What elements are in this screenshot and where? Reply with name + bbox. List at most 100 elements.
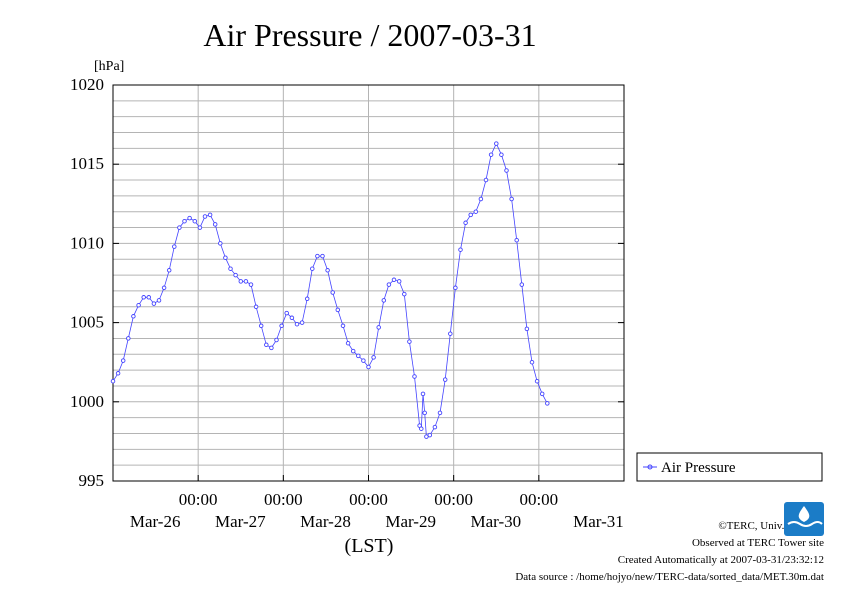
data-point <box>391 277 397 283</box>
terc-logo <box>784 502 824 536</box>
series-air-pressure <box>110 141 550 439</box>
data-point <box>442 377 448 382</box>
data-point <box>345 340 351 346</box>
data-point <box>299 320 305 325</box>
x-tick-time-label: 00:00 <box>264 490 303 509</box>
y-axis-unit-label: [hPa] <box>94 59 124 74</box>
data-point <box>494 141 499 146</box>
data-point <box>545 401 550 406</box>
data-point <box>115 371 121 376</box>
data-point <box>218 241 223 246</box>
x-tick-date-label: Mar-29 <box>385 512 436 531</box>
data-point <box>519 282 525 287</box>
data-point <box>136 302 141 308</box>
data-point <box>478 196 484 202</box>
series-line <box>112 142 548 438</box>
data-point <box>248 282 254 287</box>
data-point <box>177 225 182 230</box>
data-point <box>534 378 540 384</box>
data-point <box>182 218 187 224</box>
data-point <box>310 266 315 271</box>
data-point <box>289 315 295 321</box>
legend-label-air-pressure: Air Pressure <box>661 460 736 476</box>
grid <box>113 85 624 481</box>
data-point <box>386 282 392 287</box>
data-point <box>402 291 407 297</box>
data-point <box>427 432 433 438</box>
data-point <box>381 298 387 303</box>
data-point <box>156 298 162 303</box>
data-point <box>529 359 535 365</box>
data-point <box>504 168 509 173</box>
data-point <box>356 353 361 359</box>
data-point <box>420 391 426 397</box>
x-tick-date-label: Mar-27 <box>215 512 266 531</box>
data-point <box>212 222 218 227</box>
data-point <box>120 358 126 363</box>
y-tick-label: 1020 <box>70 75 104 94</box>
data-point <box>432 424 438 430</box>
x-axis-label: (LST) <box>345 535 394 557</box>
data-point <box>274 337 279 343</box>
data-point <box>396 279 402 284</box>
data-point <box>110 378 116 384</box>
data-point <box>151 301 157 306</box>
data-point <box>350 348 356 354</box>
y-tick-label: 995 <box>79 471 105 490</box>
x-tick-time-label: 00:00 <box>434 490 473 509</box>
data-point <box>361 358 366 363</box>
data-point <box>340 323 346 329</box>
data-point <box>422 410 427 416</box>
data-point <box>228 266 233 271</box>
data-point <box>202 214 208 219</box>
data-point <box>304 296 310 302</box>
data-point <box>488 152 494 157</box>
data-point <box>233 272 238 278</box>
chart-title: Air Pressure / 2007-03-31 <box>203 17 536 53</box>
y-tick-label: 1015 <box>70 154 104 173</box>
data-point <box>207 212 213 218</box>
data-point <box>243 279 249 284</box>
data-point <box>539 391 545 397</box>
data-point <box>376 325 381 330</box>
data-point <box>371 355 376 360</box>
x-tick-time-label: 00:00 <box>349 490 388 509</box>
data-point <box>524 326 530 332</box>
data-point <box>161 285 167 291</box>
data-point <box>131 314 136 319</box>
data-point <box>499 152 504 157</box>
data-point <box>483 177 489 183</box>
data-point <box>448 331 453 336</box>
data-point <box>468 212 473 218</box>
data-point <box>509 196 514 202</box>
x-tick-date-label: Mar-30 <box>471 512 522 531</box>
data-point <box>458 247 463 252</box>
legend: Air Pressure <box>636 452 823 482</box>
data-point <box>258 323 264 329</box>
data-point <box>187 215 192 221</box>
data-point <box>294 321 300 327</box>
y-tick-label: 1005 <box>70 313 104 332</box>
credit-observed: Observed at TERC Tower site <box>691 537 824 549</box>
data-point <box>335 307 341 313</box>
data-point <box>253 304 259 310</box>
data-point <box>419 426 424 431</box>
x-tick-time-label: 00:00 <box>179 490 218 509</box>
x-tick-date-label: Mar-26 <box>130 512 181 531</box>
data-point <box>330 290 335 295</box>
data-point <box>463 220 468 226</box>
axes: 995 1000 1005 1010 1015 1020 00:00 Mar-26 00:00 M… <box>70 75 625 531</box>
legend-box <box>636 452 823 482</box>
data-point <box>279 323 284 329</box>
x-tick-date-label: Mar-28 <box>300 512 351 531</box>
data-point <box>238 279 244 284</box>
data-point <box>264 342 269 348</box>
data-point <box>269 345 274 351</box>
data-point <box>437 410 443 416</box>
data-point <box>284 310 289 316</box>
data-point <box>412 374 417 379</box>
credit-data-source: Data source : /home/hojyo/new/TERC-data/… <box>515 571 824 583</box>
data-point <box>197 225 203 230</box>
y-tick-label: 1000 <box>70 392 104 411</box>
